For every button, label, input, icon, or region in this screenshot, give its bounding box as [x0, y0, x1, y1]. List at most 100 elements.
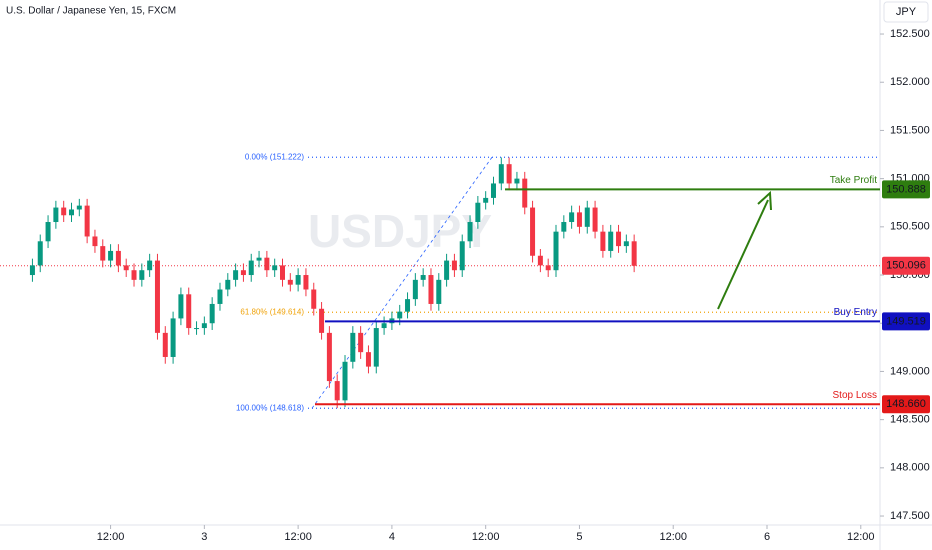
candle-body	[123, 265, 129, 271]
y-tick-label: 148.500	[890, 414, 930, 426]
arrow-head	[757, 190, 772, 211]
level-name: Stop Loss	[833, 390, 877, 401]
x-tick-label: 5	[576, 531, 582, 543]
y-tick-label: 152.500	[890, 28, 930, 40]
candle-body	[576, 212, 582, 227]
candle-body	[365, 352, 371, 367]
candle-body	[287, 279, 293, 285]
candle-body	[592, 207, 598, 232]
level-tag	[882, 395, 930, 414]
currency[interactable]: JPY	[896, 6, 917, 18]
candle-body	[397, 311, 403, 319]
level-tag	[882, 180, 930, 199]
candle-body	[84, 205, 90, 237]
candle-body	[279, 265, 285, 280]
x-tick-label: 12:00	[472, 531, 500, 543]
candle-body	[53, 207, 59, 223]
fib-label: 0.00% (151.222)	[245, 152, 304, 161]
candle-body	[256, 257, 262, 261]
candle-body	[436, 279, 442, 304]
candle-body	[490, 183, 496, 198]
candle-body	[76, 205, 82, 210]
candle-body	[326, 332, 332, 382]
x-tick-label: 12:00	[847, 531, 875, 543]
candle-body	[553, 231, 559, 271]
candle-body	[170, 318, 176, 357]
candle-body	[240, 270, 246, 276]
candle-body	[530, 207, 536, 256]
candle-body	[451, 260, 457, 271]
candle-body	[201, 323, 207, 329]
level-name: Buy Entry	[834, 307, 877, 318]
candle-body	[358, 332, 364, 353]
candle-body	[100, 246, 106, 261]
candle-body	[600, 231, 606, 251]
level-value: 150.888	[886, 183, 926, 195]
candle-body	[506, 164, 512, 184]
candle-body	[37, 241, 43, 266]
candle-body	[115, 250, 121, 266]
candle-body	[444, 260, 450, 280]
candle-body	[108, 250, 114, 261]
level-name: Take Profit	[830, 175, 877, 186]
chart-title: U.S. Dollar / Japanese Yen, 15, FXCM	[6, 6, 176, 17]
candle-body	[334, 381, 340, 401]
candle-body	[264, 257, 270, 271]
y-tick-label: 147.500	[890, 510, 930, 522]
candle-body	[608, 231, 614, 251]
level-value: 148.660	[886, 398, 926, 410]
candle-body	[584, 207, 590, 227]
candle-body	[616, 231, 622, 247]
candle-body	[131, 270, 137, 280]
x-tick-label: 6	[764, 531, 770, 543]
candle-body	[303, 275, 309, 290]
candle-body	[154, 260, 160, 333]
candle-body	[373, 328, 379, 367]
last-price-label: 150.096	[886, 260, 926, 272]
candle-body	[92, 236, 98, 247]
currency-box[interactable]	[883, 1, 929, 23]
candle-body	[498, 164, 504, 184]
candle-body	[342, 361, 348, 401]
candle-body	[162, 332, 168, 357]
y-tick-label: 150.500	[890, 221, 930, 233]
candle-body	[631, 241, 637, 266]
arrow	[717, 199, 769, 310]
candle-body	[186, 294, 192, 329]
level-tag	[882, 312, 930, 331]
y-tick-label: 148.000	[890, 462, 930, 474]
last-price-tag	[882, 256, 930, 275]
fib-label: 61.80% (149.614)	[240, 307, 304, 316]
fib-label: 100.00% (148.618)	[236, 403, 304, 412]
x-tick-label: 12:00	[284, 531, 312, 543]
candle-body	[428, 275, 434, 304]
candle-body	[147, 260, 153, 271]
candle-body	[295, 275, 301, 285]
candle-body	[420, 275, 426, 280]
candle-body	[61, 207, 67, 216]
candle-body	[405, 299, 411, 312]
candle-body	[139, 270, 145, 280]
candle-body	[350, 332, 356, 362]
candle-body	[623, 241, 629, 247]
y-tick-label: 152.000	[890, 76, 930, 88]
candle-body	[311, 289, 317, 309]
y-tick-label: 151.500	[890, 124, 930, 136]
y-tick-label: 149.000	[890, 365, 930, 377]
x-tick-label: 4	[389, 531, 395, 543]
candle-body	[381, 323, 387, 329]
candle-body	[272, 265, 278, 271]
candle-body	[233, 270, 239, 280]
x-tick-label: 12:00	[97, 531, 125, 543]
candle-body	[561, 222, 567, 232]
candle-body	[225, 279, 231, 290]
candle-body	[319, 308, 325, 333]
candle-body	[569, 212, 575, 223]
x-tick-label: 12:00	[659, 531, 687, 543]
candle-body	[69, 209, 75, 216]
candle-body	[459, 241, 465, 271]
candle-body	[412, 279, 418, 300]
x-tick-label: 3	[201, 531, 207, 543]
candle-body	[194, 328, 200, 330]
